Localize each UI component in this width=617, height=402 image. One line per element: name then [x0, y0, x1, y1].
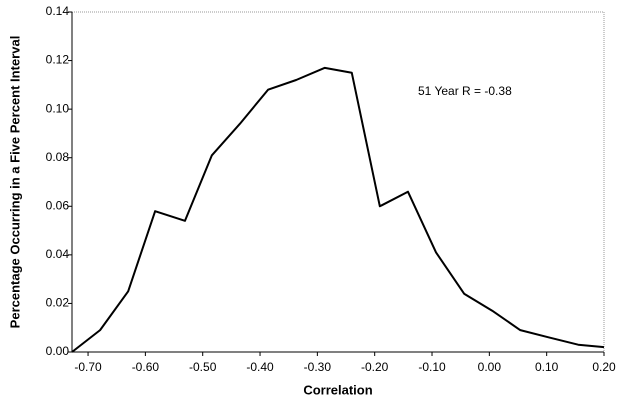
y-axis-title: Percentage Occurring in a Five Percent I… [7, 36, 22, 329]
x-axis-title: Correlation [303, 382, 372, 397]
x-tick-label: -0.60 [132, 360, 160, 374]
y-tick-label: 0.14 [46, 4, 70, 18]
annotation: 51 Year R = -0.38 [418, 84, 512, 98]
y-tick-label: 0.04 [46, 247, 70, 261]
y-tick-label: 0.06 [46, 198, 70, 212]
x-tick-label: -0.70 [74, 360, 102, 374]
x-tick-label: -0.10 [418, 360, 446, 374]
y-tick-label: 0.00 [46, 344, 70, 358]
x-tick-label: -0.40 [246, 360, 274, 374]
x-tick-label: -0.50 [189, 360, 217, 374]
data-line [71, 66, 605, 353]
x-tick-label: -0.30 [304, 360, 332, 374]
x-tick-label: 0.00 [478, 360, 502, 374]
x-tick-label: -0.20 [361, 360, 389, 374]
y-tick-label: 0.12 [46, 53, 70, 67]
y-tick-label: 0.08 [46, 150, 70, 164]
y-tick-label: 0.02 [46, 296, 70, 310]
y-tick-label: 0.10 [46, 101, 70, 115]
x-tick-label: 0.20 [592, 360, 616, 374]
x-tick-label: 0.10 [535, 360, 559, 374]
